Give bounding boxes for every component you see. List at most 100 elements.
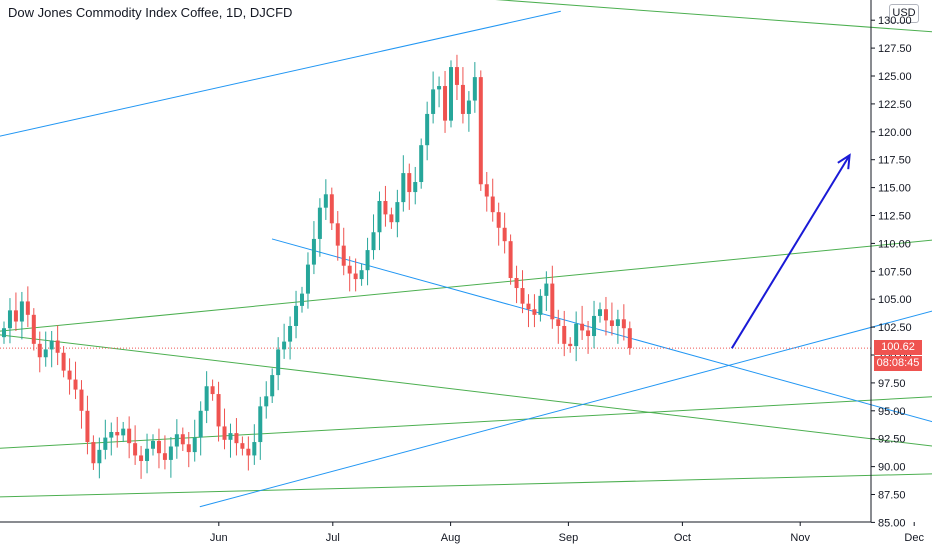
candle-body xyxy=(13,310,18,322)
blue-trendline[interactable] xyxy=(199,293,932,508)
candle-body xyxy=(609,320,614,326)
time-tick-label: Sep xyxy=(559,532,579,544)
candle-body xyxy=(61,352,66,371)
candle-body xyxy=(97,449,102,464)
candle-body xyxy=(627,328,632,349)
candle-body xyxy=(353,273,358,280)
candle-body xyxy=(276,349,281,376)
candle-body xyxy=(568,343,573,347)
blue-trendline[interactable] xyxy=(0,10,561,165)
candle-body xyxy=(270,375,275,397)
blue-trendline[interactable] xyxy=(271,238,932,441)
candle-body xyxy=(198,410,203,438)
candle-body xyxy=(31,314,36,344)
candle-body xyxy=(508,241,513,278)
chart-title: Dow Jones Commodity Index Coffee, 1D, DJ… xyxy=(8,5,293,20)
green-trendline[interactable] xyxy=(0,319,932,454)
candle-body xyxy=(431,89,436,114)
green-trendline[interactable] xyxy=(473,0,932,37)
candle-body xyxy=(79,389,84,411)
price-tick-label: 95.00 xyxy=(878,406,906,418)
candle-body xyxy=(413,182,418,193)
candle-body xyxy=(580,323,585,331)
candle-body xyxy=(502,227,507,242)
candle-body xyxy=(538,295,543,315)
candle-body xyxy=(532,309,537,315)
candle-body xyxy=(109,432,114,438)
price-tick-label: 105.00 xyxy=(878,294,912,306)
candle-body xyxy=(7,310,12,329)
candle-body xyxy=(472,77,477,101)
candle-body xyxy=(514,277,519,289)
candle-body xyxy=(222,426,227,440)
candle-body xyxy=(460,84,465,114)
candle-body xyxy=(264,396,269,407)
price-tick-label: 125.00 xyxy=(878,71,912,83)
candle-body xyxy=(192,437,197,453)
price-tick-label: 112.50 xyxy=(878,211,911,223)
arrow-head-icon xyxy=(837,153,851,170)
green-trendline[interactable] xyxy=(0,393,932,455)
candle-body xyxy=(288,325,293,342)
price-axis[interactable]: 130.00 127.50 125.00 122.50 120.00 117.50 115.… xyxy=(871,15,912,529)
price-tick-label: 115.00 xyxy=(878,183,911,195)
candle-body xyxy=(544,283,549,296)
candle-body xyxy=(115,432,120,436)
currency-badge[interactable]: USD xyxy=(889,4,919,23)
candle-body xyxy=(216,394,221,427)
candle-body xyxy=(478,77,483,185)
candle-body xyxy=(240,443,245,449)
candle-body xyxy=(37,343,42,358)
candle-body xyxy=(562,325,567,344)
candle-body xyxy=(228,433,233,440)
candle-body xyxy=(67,370,72,380)
candle-body xyxy=(103,437,108,450)
candle-body xyxy=(401,173,406,203)
price-tick-label: 97.50 xyxy=(878,378,906,390)
candle-body xyxy=(615,319,620,326)
price-tick-label: 92.50 xyxy=(878,434,906,446)
candle-body xyxy=(180,434,185,445)
candle-body xyxy=(520,288,525,304)
price-tick-label: 87.50 xyxy=(878,490,906,502)
green-trendline[interactable] xyxy=(0,472,932,500)
candle-body xyxy=(300,293,304,306)
price-tick-label: 90.00 xyxy=(878,462,906,474)
candle-body xyxy=(621,319,626,329)
candle-body xyxy=(19,301,24,322)
candle-body xyxy=(598,309,602,316)
projection-arrow[interactable] xyxy=(730,154,851,349)
price-tick-label: 117.50 xyxy=(878,155,911,167)
candle-body xyxy=(156,440,161,454)
candle-body xyxy=(174,434,179,447)
candle-body xyxy=(73,379,78,390)
candle-body xyxy=(139,455,144,462)
candle-body xyxy=(133,443,138,456)
time-tick-label: Dec xyxy=(904,532,924,544)
countdown-label: 08:08:45 xyxy=(874,356,922,372)
candle-body xyxy=(317,207,322,239)
trendlines-layer xyxy=(0,0,932,508)
candle-body xyxy=(383,200,388,215)
price-tick-label: 120.00 xyxy=(878,127,912,139)
price-tick-label: 85.00 xyxy=(878,517,906,529)
price-tick-label: 122.50 xyxy=(878,99,912,111)
price-tick-label: 130.00 xyxy=(878,15,912,27)
time-tick-label: Aug xyxy=(441,532,461,544)
candle-body xyxy=(454,67,459,85)
candle-body xyxy=(407,173,412,193)
candle-body xyxy=(496,212,501,228)
candle-body xyxy=(311,238,316,265)
time-axis[interactable]: Jun Jul Aug Sep Oct Nov Dec xyxy=(210,522,925,544)
candle-body xyxy=(425,113,430,146)
candle-body xyxy=(335,223,340,246)
candle-body xyxy=(371,232,376,251)
candle-body xyxy=(556,319,561,326)
candle-body xyxy=(282,341,287,350)
candle-body xyxy=(329,194,334,224)
candle-body xyxy=(526,303,531,310)
candle-body xyxy=(574,323,579,347)
price-tick-label: 107.50 xyxy=(878,266,912,278)
candle-body xyxy=(294,305,299,326)
